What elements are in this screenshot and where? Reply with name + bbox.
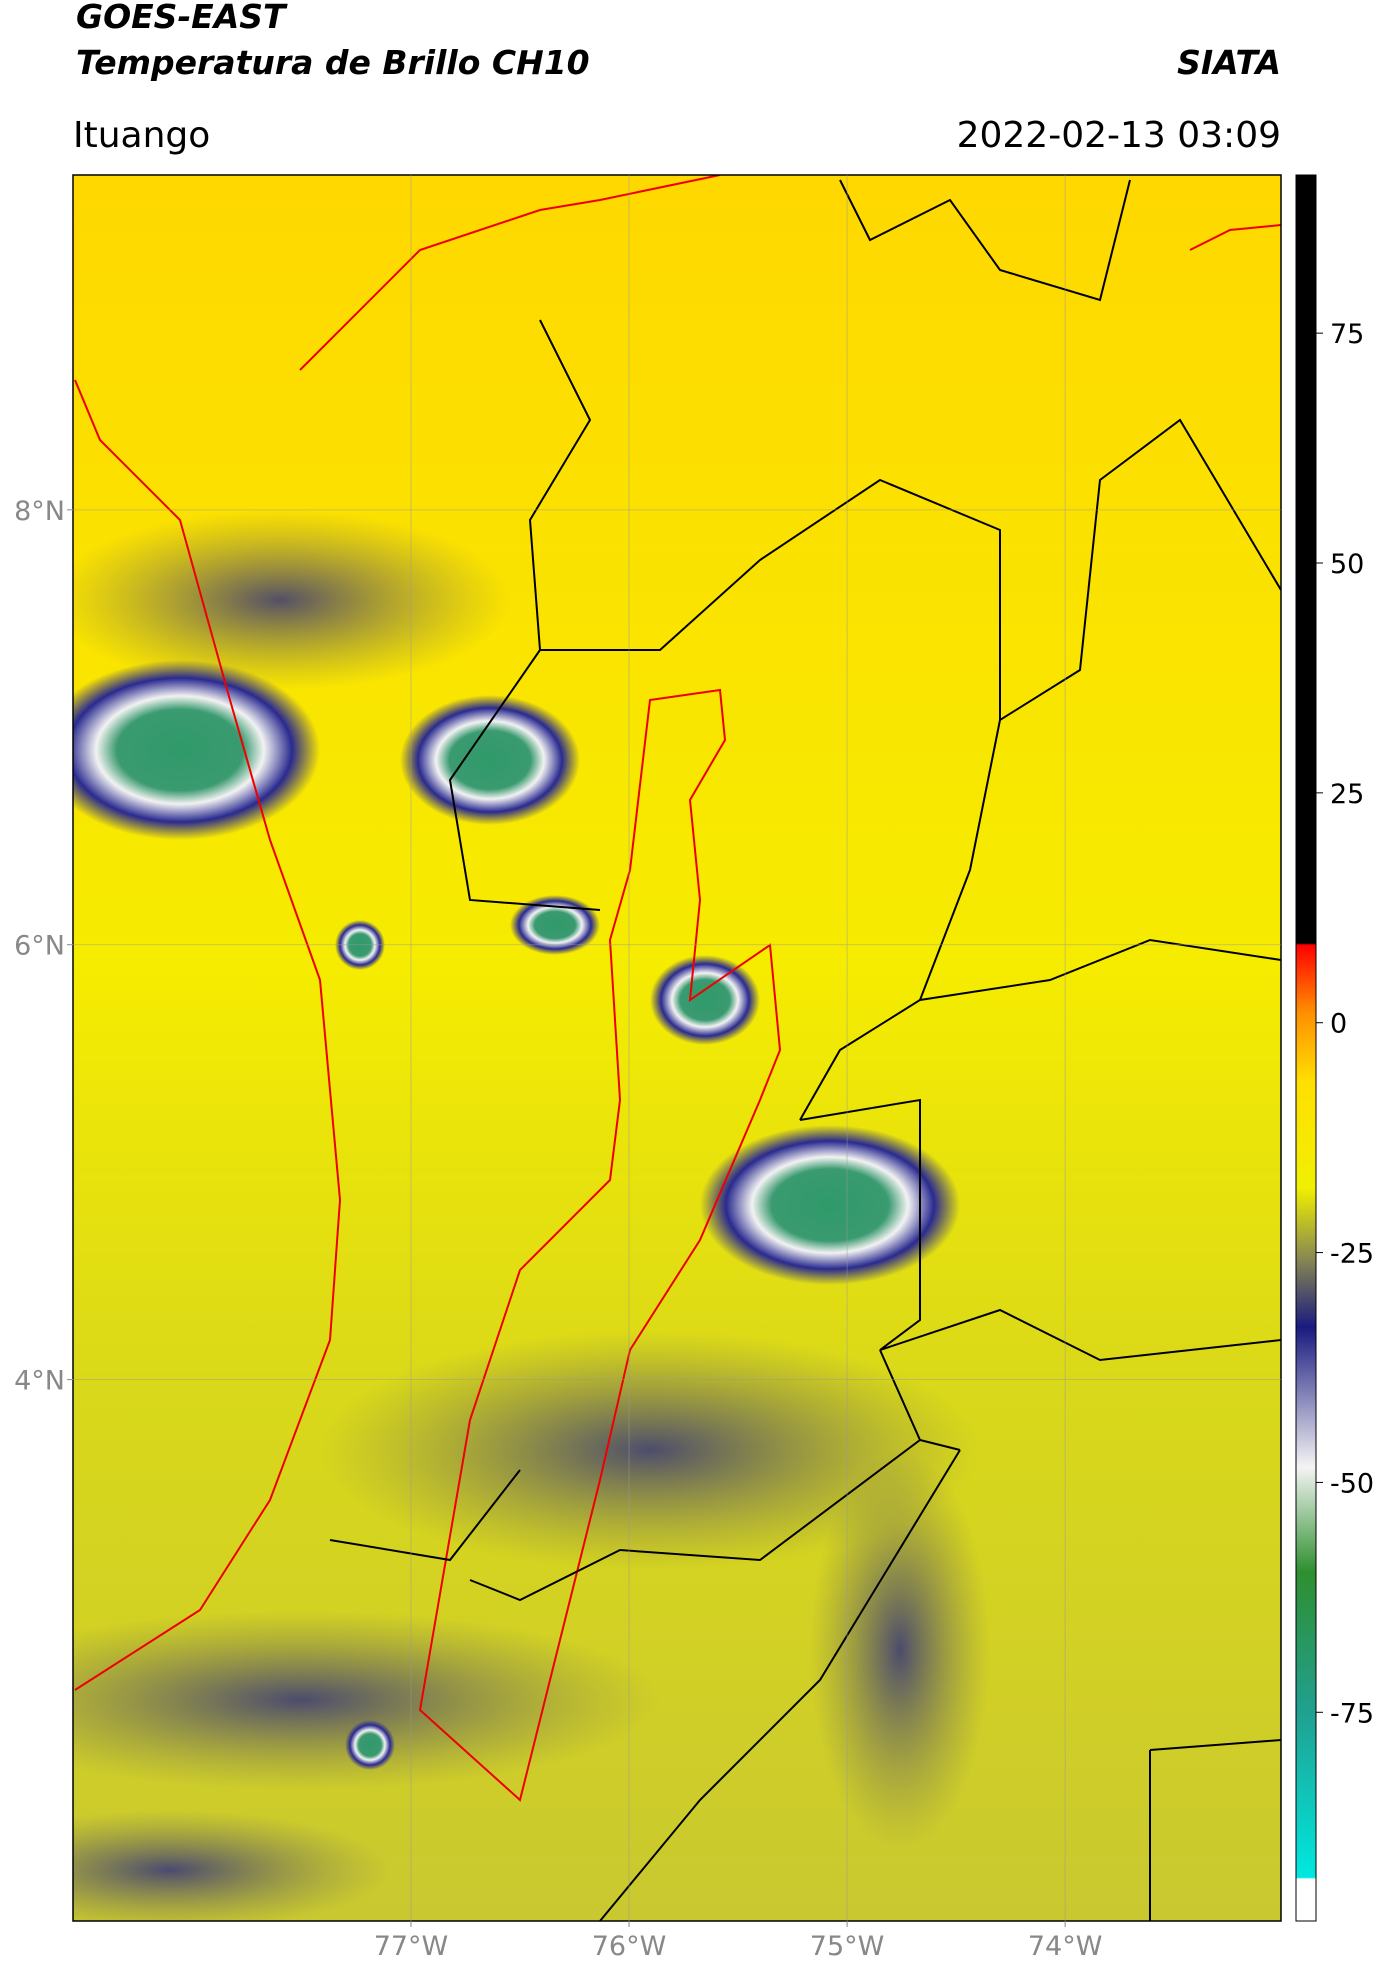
source: SIATA — [1177, 43, 1281, 82]
haze — [810, 1450, 990, 1850]
y-tick-label: 4°N — [14, 1366, 65, 1397]
colorbar-tick-label: 0 — [1330, 1009, 1347, 1040]
cloud — [510, 895, 600, 955]
map-frame — [72, 174, 1282, 1922]
region-border — [418, 688, 782, 1802]
y-tick-label: 8°N — [14, 496, 65, 527]
location: Ituango — [73, 115, 210, 156]
cloud — [650, 955, 760, 1045]
colorbar-tick-label: 25 — [1330, 779, 1364, 810]
colorbar-tick-label: -75 — [1330, 1698, 1374, 1729]
haze — [320, 1330, 980, 1570]
subtitle: Temperatura de Brillo CH10 — [76, 43, 590, 82]
x-tick-label: 76°W — [592, 1931, 667, 1962]
coastline — [74, 175, 1281, 1691]
y-tick-label: 6°N — [14, 931, 65, 962]
colorbar-tick-label: -25 — [1330, 1239, 1374, 1270]
axes: 77°W 76°W 75°W 74°W 8°N 6°N 4°N 75 50 25 0 -25 -50 -7… — [14, 175, 1374, 1962]
timestamp: 2022-02-13 03:09 — [957, 115, 1281, 156]
x-tick-label: 75°W — [810, 1931, 885, 1962]
colorbar-tick-label: 75 — [1330, 319, 1364, 350]
colorbar — [1295, 174, 1317, 1922]
haze — [73, 510, 510, 690]
x-tick-label: 77°W — [374, 1931, 449, 1962]
map-image — [73, 175, 1281, 1921]
cloud — [700, 1125, 960, 1285]
haze — [73, 1810, 390, 1921]
borders — [329, 179, 1281, 1921]
x-tick-label: 74°W — [1028, 1931, 1103, 1962]
colorbar-tick-label: 50 — [1330, 549, 1364, 580]
cloud — [73, 660, 320, 840]
haze — [73, 1610, 660, 1790]
cloud — [400, 695, 580, 825]
colorbar-tick-label: -50 — [1330, 1468, 1374, 1499]
cloud — [345, 1720, 395, 1770]
title: GOES-EAST — [76, 0, 288, 36]
